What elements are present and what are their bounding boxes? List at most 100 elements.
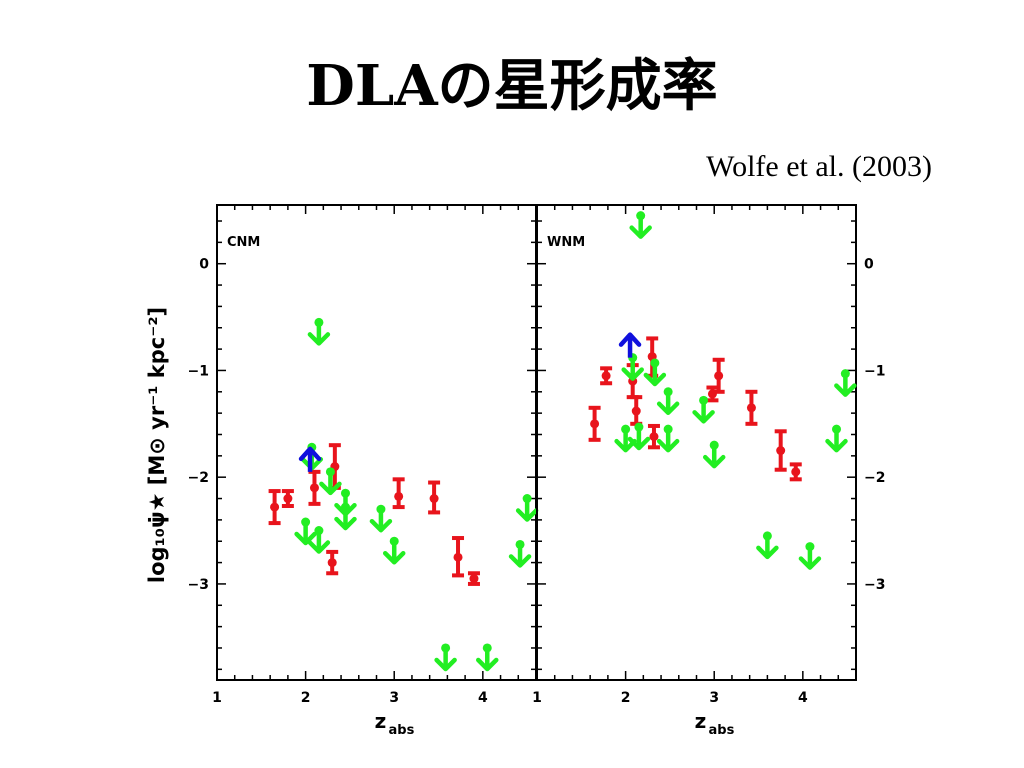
upper-limit-arrow — [294, 517, 317, 546]
arrow-head — [656, 438, 680, 453]
data-point — [392, 477, 405, 510]
data-point — [452, 536, 465, 578]
y-axis-label: log₁₀ψ̇★ [M⊙ yr⁻¹ kpc⁻²] — [145, 307, 169, 583]
arrow-head — [756, 545, 779, 560]
data-point — [712, 357, 725, 394]
point-marker — [309, 483, 319, 493]
arrow-head — [307, 540, 331, 554]
point-marker — [590, 419, 600, 429]
arrow-head — [369, 518, 393, 533]
point-marker — [270, 502, 280, 512]
point-marker — [469, 574, 479, 584]
y-tick-label: 0 — [864, 257, 874, 273]
upper-limit-arrow — [476, 643, 499, 672]
point-marker — [453, 552, 463, 562]
y-tick-label: −1 — [864, 363, 885, 379]
plot-frame — [216, 204, 537, 681]
data-point — [647, 423, 660, 450]
x-tick-label: 1 — [212, 690, 222, 706]
x-axis-label: z — [695, 709, 707, 733]
upper-limit-arrow — [369, 504, 393, 533]
x-tick-label: 3 — [389, 690, 399, 706]
upper-limit-arrow — [508, 539, 532, 568]
upper-limit-arrow — [319, 467, 342, 496]
data-point — [326, 549, 339, 576]
arrow-head — [627, 436, 651, 451]
upper-limit-arrow — [627, 422, 651, 451]
panel-label: CNM — [227, 235, 260, 250]
x-tick-label: 4 — [478, 690, 488, 706]
upper-limit-arrow — [515, 494, 539, 522]
arrow-head — [294, 531, 317, 546]
arrow-head — [476, 657, 499, 672]
arrow-head — [508, 554, 532, 568]
upper-limit-arrow — [834, 369, 857, 397]
x-tick-label: 3 — [709, 690, 719, 706]
arrow-head — [629, 225, 652, 239]
upper-limit-arrow — [702, 440, 726, 469]
plot-frame — [536, 204, 857, 681]
arrow-head — [621, 367, 644, 381]
x-axis-label-subscript: abs — [709, 723, 735, 738]
upper-limit-arrow — [307, 317, 331, 346]
data-point — [467, 571, 480, 586]
arrow-head — [798, 556, 822, 570]
y-tick-label: −3 — [188, 577, 209, 593]
data-point — [789, 462, 802, 482]
panel-wnm: 1 2 3 4 0 −1 −2 −3 z abs WNM — [532, 204, 885, 738]
arrow-head — [702, 454, 726, 469]
arrow-head — [307, 332, 331, 346]
arrow-head — [825, 438, 848, 453]
point-marker — [631, 406, 641, 416]
arrow-head — [382, 550, 406, 565]
upper-limit-arrow — [307, 526, 331, 554]
panel-label: WNM — [547, 235, 585, 250]
arrow-head — [834, 383, 857, 397]
arrow-head — [618, 332, 642, 347]
upper-limit-arrow — [334, 502, 357, 531]
data-point — [745, 389, 758, 426]
x-tick-label: 1 — [532, 690, 542, 706]
point-marker — [714, 371, 724, 381]
citation: Wolfe et al. (2003) — [706, 150, 932, 183]
arrow-head — [434, 657, 457, 672]
data-point — [774, 429, 787, 472]
upper-limit-arrow — [798, 542, 822, 570]
panel-cnm: 1 2 3 4 0 −1 −2 −3 z abs CNM — [188, 204, 539, 738]
y-tick-label: 0 — [199, 257, 209, 273]
x-tick-label: 4 — [798, 690, 808, 706]
x-tick-label: 2 — [621, 690, 631, 706]
point-marker — [746, 403, 756, 413]
upper-limit-arrow — [656, 387, 680, 416]
upper-limit-arrow — [643, 358, 667, 387]
arrow-head — [298, 446, 322, 462]
x-axis-label: z — [375, 709, 387, 733]
arrow-head — [643, 372, 667, 387]
lower-limit-arrow — [618, 332, 642, 358]
arrow-head — [656, 401, 680, 416]
point-marker — [429, 494, 439, 504]
upper-limit-arrow — [614, 424, 637, 453]
upper-limit-arrow — [656, 424, 680, 453]
y-tick-label: −1 — [188, 363, 209, 379]
upper-limit-arrow — [756, 531, 779, 560]
lower-limit-arrow — [298, 446, 322, 472]
arrow-head — [334, 516, 357, 531]
y-tick-label: −3 — [864, 577, 885, 593]
arrow-head — [614, 438, 637, 453]
upper-limit-arrow — [434, 643, 457, 672]
arrow-head — [515, 508, 539, 522]
point-marker — [327, 558, 337, 568]
point-marker — [776, 446, 786, 456]
x-tick-label: 2 — [301, 690, 311, 706]
point-marker — [601, 371, 611, 381]
upper-limit-arrow — [692, 395, 715, 424]
arrow-head — [319, 481, 342, 496]
upper-limit-arrow — [825, 424, 848, 453]
data-point — [600, 366, 613, 386]
data-point — [281, 489, 294, 509]
data-point — [308, 469, 321, 506]
data-point — [706, 385, 719, 403]
data-point — [428, 480, 441, 515]
